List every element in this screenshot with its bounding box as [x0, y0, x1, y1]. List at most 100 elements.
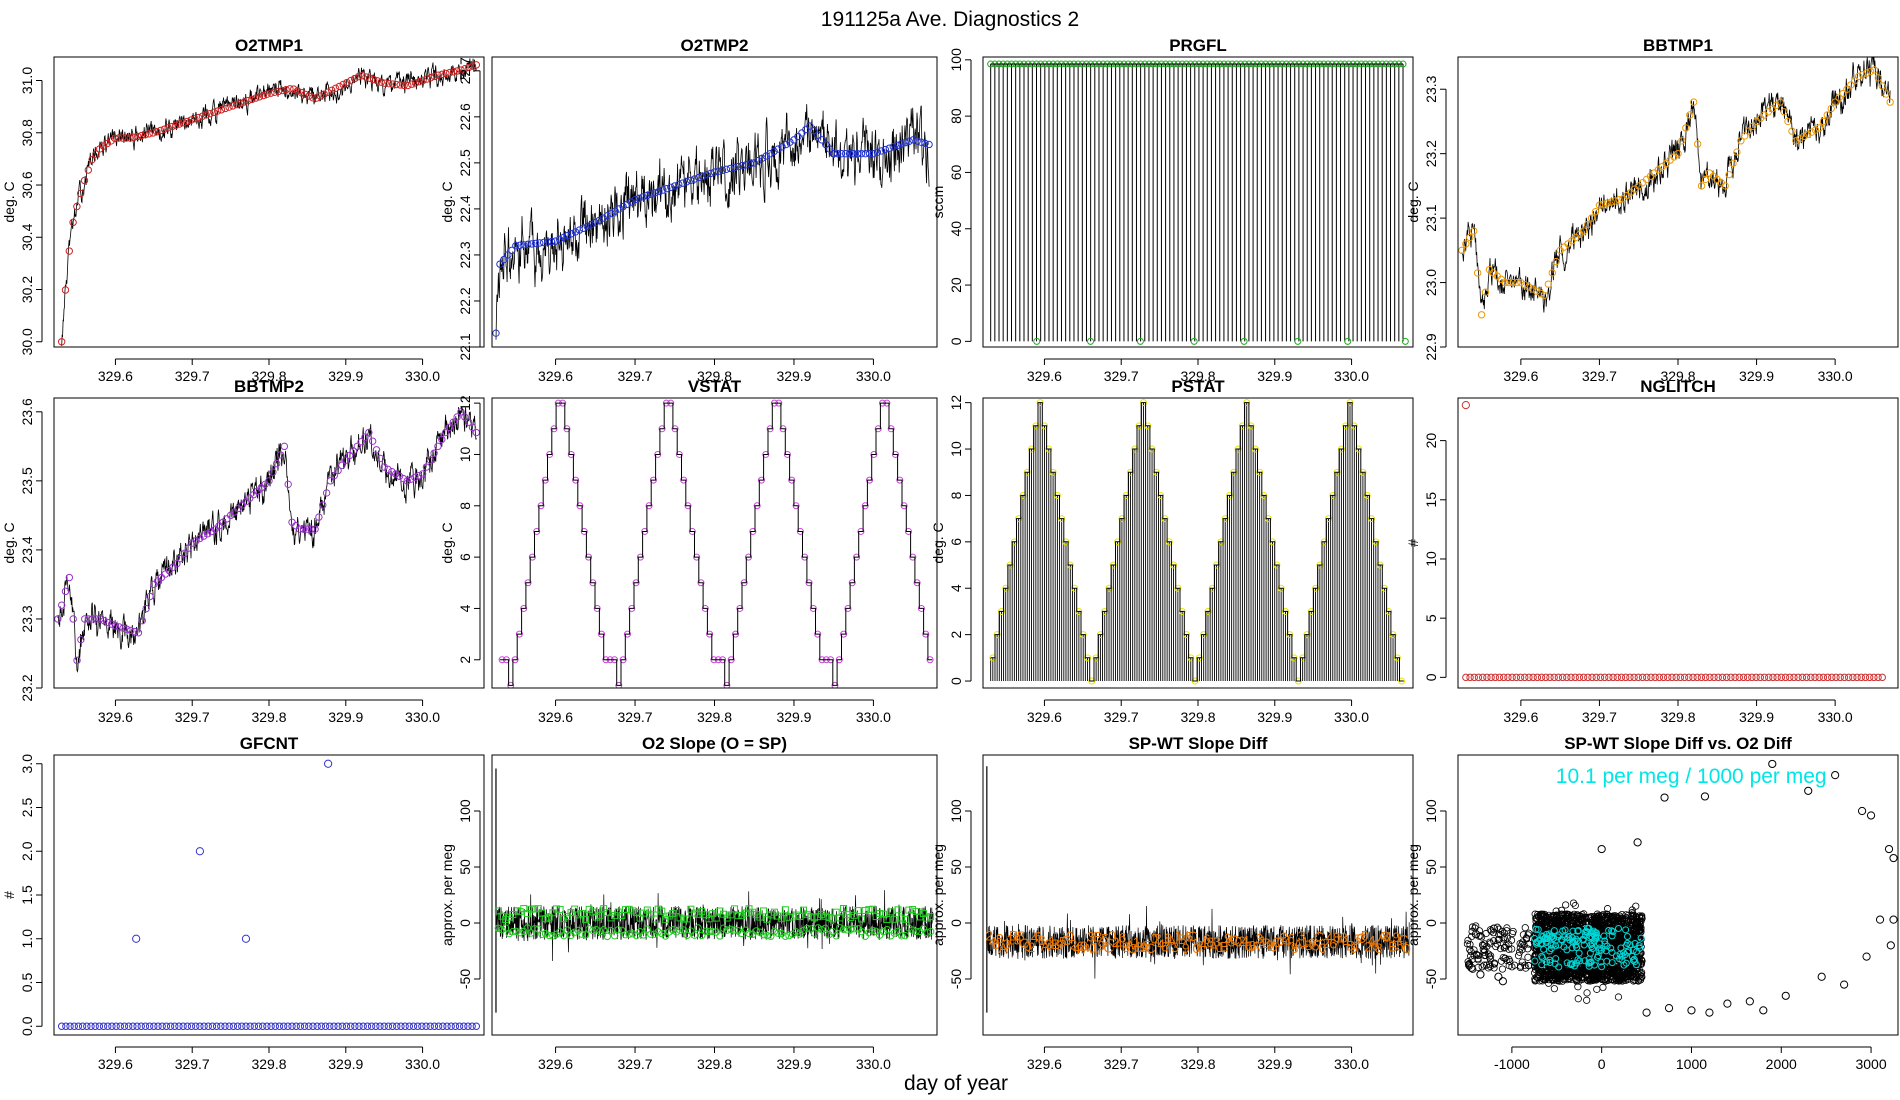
o2tmp1-x-tick-label: 329.8	[251, 368, 286, 384]
nglitch-marker	[1743, 673, 1752, 682]
o2slope-square-marker	[622, 906, 629, 914]
bbtmp2-marker	[441, 428, 450, 437]
o2slope-square-marker	[749, 908, 757, 916]
o2tmp2-x-tick-label: 329.9	[776, 368, 811, 384]
pstat-marker	[1380, 584, 1388, 592]
spwt-char-marker: 4	[1073, 940, 1081, 956]
o2tmp1-marker	[362, 73, 370, 81]
bbtmp1-marker	[1517, 278, 1525, 287]
spwtvso2-point	[1603, 905, 1612, 913]
nglitch-marker	[1865, 673, 1874, 682]
o2tmp1-marker	[221, 104, 229, 113]
pstat-marker	[1032, 422, 1040, 430]
o2tmp1-marker	[65, 247, 73, 255]
vstat-marker	[641, 527, 649, 535]
bbtmp2-marker	[322, 489, 331, 497]
vstat-y-tick-label: 6	[457, 553, 473, 561]
vstat-marker	[598, 630, 606, 638]
o2slope-x-tick-label: 330.0	[856, 1056, 891, 1072]
o2slope-square-marker	[778, 914, 786, 922]
bbtmp1-marker	[1878, 82, 1886, 90]
bbtmp1-marker	[1686, 111, 1694, 119]
nglitch-marker	[1722, 673, 1731, 682]
o2tmp1-marker	[293, 87, 302, 95]
o2tmp1-marker	[126, 134, 134, 142]
o2tmp1-marker	[453, 67, 462, 75]
spwtvso2-cyan-point	[1608, 932, 1616, 940]
spwt-char-marker: 1	[1133, 934, 1141, 950]
o2slope-circle-marker	[719, 924, 728, 932]
o2tmp2-marker	[492, 329, 500, 337]
spwt-char-marker: 2	[1154, 930, 1162, 946]
spwtvso2-cyan-point	[1624, 948, 1632, 956]
o2tmp1-marker	[141, 130, 150, 139]
spwt-char-marker: A	[1378, 929, 1388, 945]
vstat-marker	[507, 681, 515, 688]
vstat-marker	[866, 476, 874, 484]
nglitch-marker	[1495, 673, 1504, 682]
spwt-char-marker: 8	[1164, 930, 1172, 946]
nglitch-marker	[1630, 673, 1638, 682]
nglitch-marker	[1504, 673, 1512, 682]
pstat-marker	[1385, 607, 1393, 615]
nglitch-marker	[1819, 673, 1828, 682]
spwt-char-marker: 6	[1119, 929, 1127, 945]
spwtvso2-point	[1585, 913, 1593, 921]
pstat-marker	[1303, 631, 1311, 639]
o2tmp1-marker	[335, 82, 344, 91]
spwtvso2-point	[1501, 954, 1509, 962]
o2slope-square-marker	[552, 905, 560, 913]
vstat-marker	[922, 630, 930, 638]
o2slope-circle-marker	[676, 926, 684, 934]
nglitch-marker	[1558, 673, 1567, 682]
o2slope-circle-marker	[694, 924, 702, 932]
bbtmp2-marker	[226, 511, 235, 520]
spwt-char-marker: 8	[1333, 929, 1341, 945]
bbtmp2-y-tick-label: 23.3	[19, 605, 35, 632]
o2tmp2-marker	[746, 160, 754, 168]
o2slope-y-tick-label: 100	[457, 799, 473, 823]
bbtmp2-x-tick-label: 329.7	[175, 709, 210, 725]
spwtvso2-frame	[1457, 754, 1899, 1036]
bbtmp1-marker	[1839, 89, 1847, 98]
spwt-char-marker: 5	[1396, 938, 1404, 954]
vstat-marker	[757, 476, 765, 484]
o2tmp2-marker	[726, 164, 735, 173]
bbtmp2-marker	[357, 438, 365, 446]
spwtvso2-point	[1583, 989, 1591, 997]
nglitch-marker	[1676, 673, 1685, 682]
gfcnt-marker	[409, 1022, 418, 1030]
gfcnt-marker	[175, 1022, 183, 1030]
bbtmp2-marker	[430, 449, 438, 457]
spwt-char-marker: 8	[1038, 932, 1046, 948]
spwt-char-marker: 4	[1241, 933, 1249, 949]
vstat-marker	[762, 450, 770, 458]
o2tmp1-marker	[118, 134, 127, 142]
bbtmp2-marker	[188, 539, 196, 547]
vstat-marker	[675, 450, 683, 458]
bbtmp1-marker	[1729, 159, 1737, 168]
prgfl-zero-marker	[1344, 337, 1352, 345]
gfcnt-x-tick-label: 329.6	[98, 1056, 133, 1072]
pstat-marker	[1221, 515, 1229, 523]
nglitch-marker	[1508, 673, 1516, 682]
o2tmp1-x-tick-label: 329.7	[175, 368, 210, 384]
o2slope-square-marker	[578, 910, 586, 918]
spwtvso2-outlier	[1467, 963, 1476, 972]
gfcnt-marker	[472, 1022, 481, 1030]
o2slope-circle-marker	[614, 926, 622, 934]
bbtmp1-marker	[1599, 200, 1608, 208]
spwt-char-marker: A	[1293, 936, 1303, 952]
vstat-marker	[515, 630, 523, 638]
o2tmp1-marker	[343, 78, 351, 87]
pstat-marker	[1118, 515, 1126, 523]
spwtvso2-outlier	[1875, 915, 1885, 924]
o2tmp1-marker	[396, 81, 404, 89]
o2tmp1-frame	[53, 56, 485, 348]
spwtvso2-outlier	[1664, 1004, 1674, 1013]
o2tmp1-marker	[202, 111, 210, 119]
vstat-marker	[636, 553, 644, 561]
gfcnt-marker	[154, 1022, 162, 1030]
prgfl-ylabel: sccm	[930, 186, 946, 219]
